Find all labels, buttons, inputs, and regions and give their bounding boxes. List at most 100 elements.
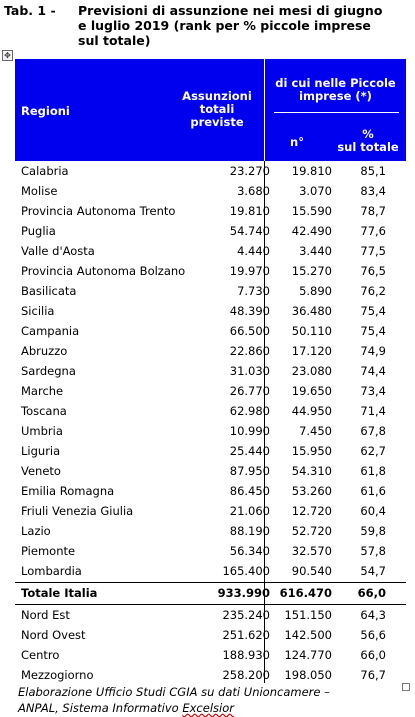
area-row: Nord Ovest 251.620 142.500 56,6 — [15, 625, 406, 645]
cell-assunzioni: 23.270 — [229, 164, 270, 178]
cell-piccole-n: 52.720 — [291, 524, 332, 538]
cell-regione: Centro — [21, 648, 60, 662]
cell-assunzioni: 56.340 — [229, 544, 270, 558]
table-row: Umbria 10.990 7.450 67,8 — [15, 421, 406, 441]
cell-pct: 62,7 — [360, 444, 386, 458]
cell-assunzioni: 165.400 — [222, 564, 270, 578]
cell-assunzioni: 10.990 — [229, 424, 270, 438]
table-row: Emilia Romagna 86.450 53.260 61,6 — [15, 481, 406, 501]
cell-assunzioni: 54.740 — [229, 224, 270, 238]
cell-piccole-n: 90.540 — [291, 564, 332, 578]
cell-assunzioni: 25.440 — [229, 444, 270, 458]
cell-piccole-n: 151.150 — [284, 608, 332, 622]
table-row: Piemonte 56.340 32.570 57,8 — [15, 541, 406, 561]
cell-piccole-n: 19.650 — [291, 384, 332, 398]
header-piccole: di cui nelle Piccole imprese (*) — [275, 76, 396, 103]
table-row: Basilicata 7.730 5.890 76,2 — [15, 281, 406, 301]
table-row: Friuli Venezia Giulia 21.060 12.720 60,4 — [15, 501, 406, 521]
cell-assunzioni: 26.770 — [229, 384, 270, 398]
cell-assunzioni: 7.730 — [237, 284, 270, 298]
cell-piccole-n: 23.080 — [291, 364, 332, 378]
cell-regione: Puglia — [21, 224, 56, 238]
cell-regione: Provincia Autonoma Bolzano — [21, 264, 186, 278]
cell-piccole-n: 12.720 — [291, 504, 332, 518]
cell-regione: Sicilia — [21, 304, 55, 318]
footnote-excelsior: Excelsior — [182, 701, 234, 715]
cell-pct: 66,0 — [360, 648, 386, 662]
cell-piccole-n: 19.810 — [291, 164, 332, 178]
table-row: Sardegna 31.030 23.080 74,4 — [15, 361, 406, 381]
cell-assunzioni: 19.970 — [229, 264, 270, 278]
cell-assunzioni: 251.620 — [222, 628, 270, 642]
table-row: Toscana 62.980 44.950 71,4 — [15, 401, 406, 421]
cell-pct: 60,4 — [360, 504, 386, 518]
cell-regione: Toscana — [21, 404, 67, 418]
cell-pct: 83,4 — [360, 184, 386, 198]
area-row: Nord Est 235.240 151.150 64,3 — [15, 605, 406, 625]
cell-regione: Abruzzo — [21, 344, 68, 358]
cell-assunzioni: 3.680 — [237, 184, 270, 198]
cell-pct: 75,4 — [360, 324, 386, 338]
resize-handle-icon[interactable] — [402, 683, 410, 691]
move-anchor-icon[interactable]: ✥ — [2, 50, 13, 61]
cell-pct: 76,7 — [360, 668, 386, 682]
table-row: Campania 66.500 50.110 75,4 — [15, 321, 406, 341]
total-row: Totale Italia 933.990 616.470 66,0 — [15, 581, 406, 605]
cell-regione: Lazio — [21, 524, 51, 538]
table-footnote: Elaborazione Ufficio Studi CGIA su dati … — [18, 684, 330, 716]
cell-regione: Valle d'Aosta — [21, 244, 95, 258]
cell-regione: Piemonte — [21, 544, 76, 558]
table-row: Liguria 25.440 15.950 62,7 — [15, 441, 406, 461]
cell-assunzioni: 62.980 — [229, 404, 270, 418]
cell-pct: 78,7 — [360, 204, 386, 218]
cell-assunzioni: 88.190 — [229, 524, 270, 538]
cell-regione: Emilia Romagna — [21, 484, 115, 498]
cell-piccole-n: 44.950 — [291, 404, 332, 418]
cell-pct: 76,2 — [360, 284, 386, 298]
cell-regione: Friuli Venezia Giulia — [21, 504, 134, 518]
cell-piccole-n: 3.070 — [299, 184, 332, 198]
cell-pct: 61,6 — [360, 484, 386, 498]
cell-assunzioni: 21.060 — [229, 504, 270, 518]
table-row: Provincia Autonoma Trento 19.810 15.590 78,… — [15, 201, 406, 221]
cell-assunzioni: 235.240 — [222, 608, 270, 622]
cell-piccole-n: 124.770 — [284, 648, 332, 662]
cell-piccole-n: 7.450 — [299, 424, 332, 438]
cell-piccole-n: 36.480 — [291, 304, 332, 318]
cell-regione: Liguria — [21, 444, 61, 458]
row-separator — [15, 582, 406, 583]
title-line-2: e luglio 2019 (rank per % piccole impres… — [78, 18, 371, 33]
cell-assunzioni: 19.810 — [229, 204, 270, 218]
cell-pct: 85,1 — [360, 164, 386, 178]
area-row: Mezzogiorno 258.200 198.050 76,7 — [15, 665, 406, 685]
cell-pct: 74,4 — [360, 364, 386, 378]
cell-pct: 64,3 — [360, 608, 386, 622]
cell-assunzioni: 933.990 — [217, 586, 270, 600]
cell-pct: 66,0 — [357, 586, 386, 600]
cell-piccole-n: 15.270 — [291, 264, 332, 278]
table-row: Lombardia 165.400 90.540 54,7 — [15, 561, 406, 581]
cell-pct: 76,5 — [360, 264, 386, 278]
cell-assunzioni: 4.440 — [237, 244, 270, 258]
table-row: Abruzzo 22.860 17.120 74,9 — [15, 341, 406, 361]
cell-assunzioni: 258.200 — [222, 668, 270, 682]
table-number: Tab. 1 - — [4, 3, 56, 18]
cell-regione: Nord Ovest — [21, 628, 86, 642]
cell-assunzioni: 188.930 — [222, 648, 270, 662]
cell-regione: Nord Est — [21, 608, 70, 622]
cell-regione: Totale Italia — [21, 586, 98, 600]
header-n: n° — [290, 135, 304, 149]
cell-pct: 54,7 — [360, 564, 386, 578]
cell-pct: 73,4 — [360, 384, 386, 398]
table-body: Calabria 23.270 19.810 85,1 Molise 3.680 3.070… — [15, 161, 406, 685]
cell-piccole-n: 53.260 — [291, 484, 332, 498]
cell-pct: 77,6 — [360, 224, 386, 238]
cell-pct: 61,8 — [360, 464, 386, 478]
cell-regione: Mezzogiorno — [21, 668, 94, 682]
title-line-3: sul totale) — [78, 33, 151, 48]
cell-regione: Sardegna — [21, 364, 76, 378]
cell-regione: Molise — [21, 184, 58, 198]
cell-regione: Veneto — [21, 464, 61, 478]
cell-piccole-n: 5.890 — [299, 284, 332, 298]
cell-regione: Umbria — [21, 424, 63, 438]
